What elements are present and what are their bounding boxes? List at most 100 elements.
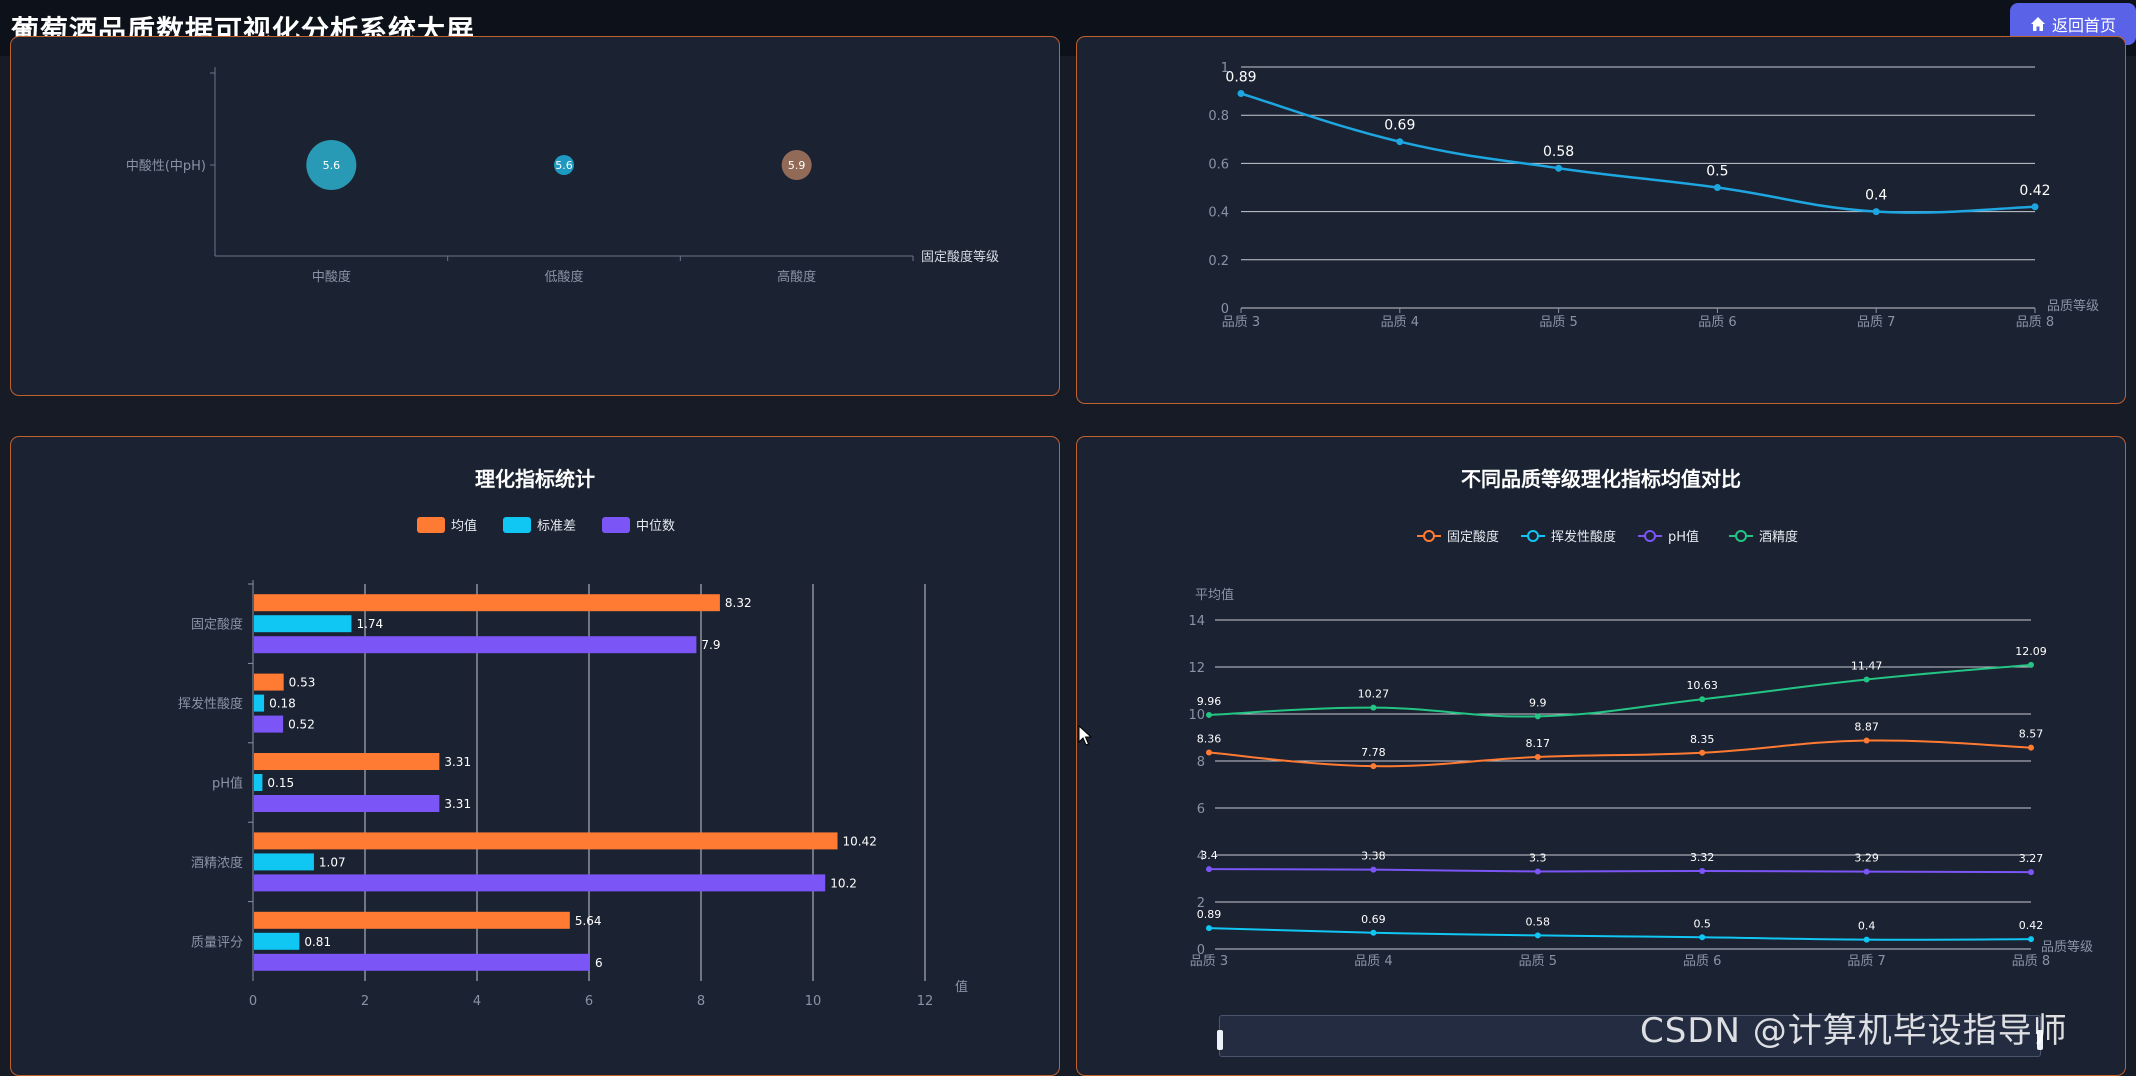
bars-data-label: 10.2 <box>830 876 857 890</box>
compare-series-line <box>1208 663 2032 718</box>
compare-y-tick-label: 2 <box>1197 896 1205 911</box>
compare-point <box>1534 754 1541 761</box>
compare-legend-marker <box>1423 530 1435 542</box>
compare-data-label: 0.89 <box>1197 908 1222 921</box>
bars-x-tick-label: 12 <box>917 994 934 1009</box>
line1-point <box>1555 164 1563 172</box>
line1-point <box>1872 208 1880 216</box>
acidity-bubble-chart: 中酸性(中pH) 中酸度 低酸度 高酸度 5.6 5.6 5.9 固定酸度等级 <box>126 67 999 285</box>
line1-x-tick-label: 品质 7 <box>1857 315 1895 330</box>
compare-legend-marker <box>1527 530 1539 542</box>
bubble-value-label: 5.9 <box>788 159 806 172</box>
bars-x-tick-label: 6 <box>585 994 593 1009</box>
compare-legend-label: pH值 <box>1668 529 1699 545</box>
bubble-value-label: 5.6 <box>323 159 341 172</box>
bars-bar <box>254 673 284 691</box>
compare-data-label: 8.35 <box>1690 733 1715 746</box>
line1-data-label: 0.58 <box>1543 144 1574 160</box>
bubble-point <box>554 155 574 175</box>
compare-series-line <box>1208 868 2032 874</box>
bars-bar <box>254 774 263 791</box>
compare-point <box>1534 713 1541 720</box>
compare-data-label: 0.4 <box>1858 920 1876 933</box>
compare-point <box>1863 868 1870 875</box>
line1-data-label: 0.42 <box>2019 183 2050 199</box>
data-zoom-handle-left[interactable] <box>1217 1030 1223 1050</box>
compare-data-label: 10.27 <box>1358 688 1390 701</box>
compare-data-label: 0.58 <box>1526 915 1551 928</box>
compare-legend-marker <box>1644 530 1656 542</box>
compare-data-label: 3.27 <box>2019 852 2044 865</box>
compare-y-tick-label: 8 <box>1197 755 1205 770</box>
compare-point <box>1370 866 1377 873</box>
bars-legend-swatch <box>503 517 531 533</box>
compare-legend-marker <box>1735 530 1747 542</box>
compare-panel-title: 不同品质等级理化指标均值对比 <box>1461 467 1741 491</box>
line1-x-tick-label: 品质 6 <box>1698 315 1736 330</box>
bars-y-tick-label: 酒精浓度 <box>191 855 243 871</box>
compare-point <box>2028 936 2034 943</box>
line1-point <box>2031 203 2039 211</box>
data-zoom-handle-right[interactable] <box>2037 1030 2043 1050</box>
compare-x-tick-label: 品质 5 <box>1519 954 1557 969</box>
data-zoom-slider[interactable] <box>1217 1015 2043 1057</box>
compare-y-tick-label: 10 <box>1188 708 1205 723</box>
bars-data-label: 0.81 <box>304 935 331 949</box>
bars-bar <box>254 753 440 770</box>
compare-data-label: 8.57 <box>2019 728 2044 741</box>
panel-volatile-line: 0 0.2 0.4 0.6 0.8 1 品质 3 品质 4 品质 5 品质 6 品质 7 品质 8 0.… <box>1076 36 2126 404</box>
bars-data-label: 3.31 <box>444 755 471 769</box>
line1-series-line <box>1240 92 2036 214</box>
compare-data-label: 8.17 <box>1526 737 1551 750</box>
line1-point <box>1396 138 1404 146</box>
line1-y-tick-label: 0.6 <box>1208 157 1229 172</box>
compare-point <box>1863 737 1870 744</box>
stats-panel-title: 理化指标统计 <box>475 467 595 491</box>
line1-y-tick-label: 0.8 <box>1208 109 1229 124</box>
bars-data-label: 0.15 <box>267 776 294 790</box>
bars-x-tick-label: 4 <box>473 994 481 1009</box>
bars-x-tick-label: 10 <box>805 994 822 1009</box>
compare-point <box>1370 929 1377 936</box>
bars-bar <box>254 594 720 612</box>
bars-x-tick-label: 8 <box>697 994 705 1009</box>
compare-point <box>1534 868 1541 875</box>
compare-data-label: 3.29 <box>1854 852 1879 865</box>
bars-data-label: 7.9 <box>701 638 720 652</box>
bars-bar <box>254 715 284 733</box>
bubble-point <box>781 150 812 180</box>
line1-point <box>1713 184 1721 191</box>
bars-bar <box>254 615 352 633</box>
compare-data-label: 8.87 <box>1854 721 1879 734</box>
compare-point <box>1699 749 1706 756</box>
compare-point <box>1699 696 1706 703</box>
panel-quality-compare: 不同品质等级理化指标均值对比 固定酸度 挥发性酸度 pH值 酒精度 平均值 0 2 4 6 8 10… <box>1076 436 2126 1076</box>
bubble-point <box>306 140 357 190</box>
bars-data-label: 3.31 <box>444 797 471 811</box>
compare-point <box>1699 934 1706 941</box>
compare-point <box>1206 749 1212 756</box>
bars-legend-label: 标准差 <box>537 519 576 534</box>
compare-point <box>2028 661 2034 668</box>
bars-bar <box>254 953 590 971</box>
compare-x-tick-label: 品质 7 <box>1847 954 1885 969</box>
bars-data-label: 0.52 <box>288 718 315 732</box>
compare-point <box>1863 676 1870 683</box>
compare-point <box>1370 704 1377 711</box>
compare-legend-label: 固定酸度 <box>1447 529 1499 545</box>
bars-bar <box>254 932 300 950</box>
line1-y-tick-label: 0.4 <box>1208 206 1229 221</box>
compare-x-tick-label: 品质 6 <box>1683 954 1721 969</box>
line1-data-label: 0.89 <box>1225 70 1256 86</box>
compare-point <box>2028 869 2034 876</box>
compare-y-tick-label: 0 <box>1197 943 1205 958</box>
compare-y-tick-label: 6 <box>1197 802 1205 817</box>
compare-data-label: 11.47 <box>1851 659 1883 672</box>
line1-x-tick-label: 品质 8 <box>2016 315 2054 330</box>
compare-point <box>1206 866 1212 873</box>
line1-data-label: 0.69 <box>1384 118 1415 134</box>
bars-y-tick-label: pH值 <box>212 776 243 792</box>
compare-point <box>1699 867 1706 874</box>
compare-x-tick-label: 品质 3 <box>1190 954 1228 969</box>
